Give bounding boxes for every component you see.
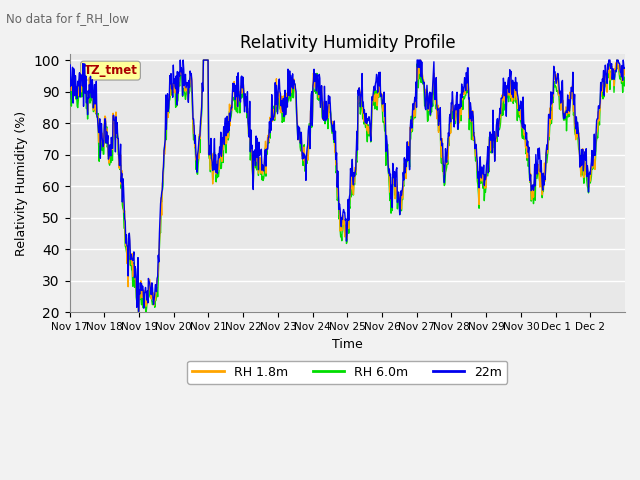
Text: No data for f_RH_low: No data for f_RH_low xyxy=(6,12,129,25)
Text: TZ_tmet: TZ_tmet xyxy=(84,64,138,77)
Y-axis label: Relativity Humidity (%): Relativity Humidity (%) xyxy=(15,110,28,256)
Legend: RH 1.8m, RH 6.0m, 22m: RH 1.8m, RH 6.0m, 22m xyxy=(188,360,508,384)
Title: Relativity Humidity Profile: Relativity Humidity Profile xyxy=(239,34,455,52)
X-axis label: Time: Time xyxy=(332,337,363,351)
